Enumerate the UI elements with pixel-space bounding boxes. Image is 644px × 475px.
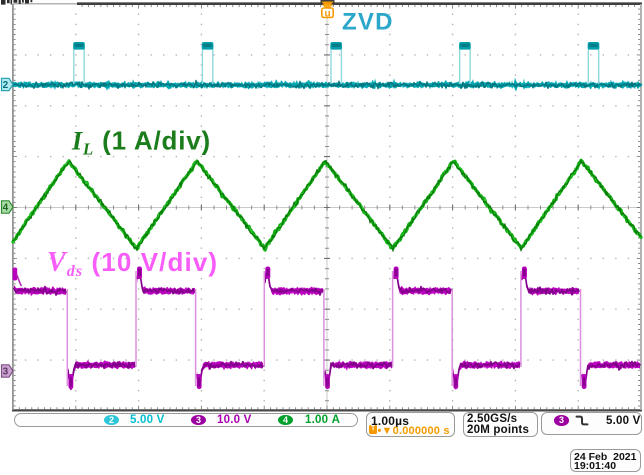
svg-text:Vds (10 V/div): Vds (10 V/div) <box>47 247 218 280</box>
svg-text:3: 3 <box>3 367 9 378</box>
svg-text:ZVD: ZVD <box>342 8 394 35</box>
svg-text:4: 4 <box>3 203 9 214</box>
svg-text:2: 2 <box>3 80 9 91</box>
svg-text:u: u <box>324 8 330 19</box>
svg-text:IL (1 A/div): IL (1 A/div) <box>71 126 211 159</box>
